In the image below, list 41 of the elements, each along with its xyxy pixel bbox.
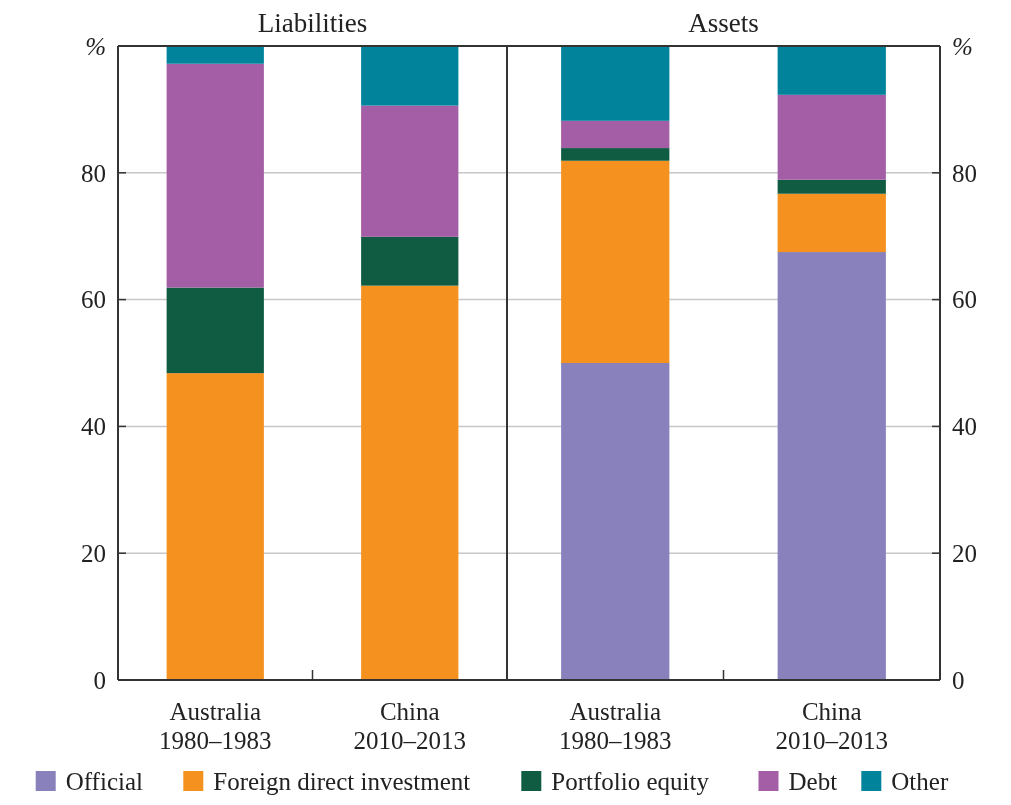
- y-tick-label: 80: [952, 159, 977, 187]
- bar: [361, 236, 459, 286]
- legend-label: Portfolio equity: [551, 768, 710, 795]
- bar: [166, 46, 264, 64]
- bar: [561, 363, 670, 680]
- bar: [561, 120, 670, 149]
- bar: [361, 105, 459, 237]
- x-tick-label: Australia 1980–1983: [559, 698, 672, 754]
- bar: [361, 285, 459, 680]
- y-tick-label: 60: [952, 286, 977, 314]
- y-tick-label: 20: [81, 539, 106, 567]
- chart-title: Liabilities: [257, 8, 368, 38]
- y-tick-label: 20: [952, 539, 977, 567]
- y-tick-label: 0: [93, 666, 106, 694]
- bar: [561, 160, 670, 363]
- bar: [166, 373, 264, 680]
- legend-label: Foreign direct investment: [213, 768, 471, 795]
- x-tick-label: China 2010–2013: [353, 698, 466, 754]
- bar: [777, 252, 886, 680]
- y-tick-label: 80: [81, 159, 106, 187]
- bar: [777, 193, 886, 253]
- y-axis-title: %: [952, 33, 973, 60]
- x-tick-label: Australia 1980–1983: [159, 698, 272, 754]
- chart-title: Assets: [688, 8, 759, 38]
- y-tick-label: 60: [81, 286, 106, 314]
- bar: [166, 287, 264, 374]
- x-tick-label: China 2010–2013: [775, 698, 888, 754]
- bar: [361, 46, 459, 106]
- bar: [166, 63, 264, 288]
- bar: [777, 179, 886, 194]
- legend-label: Official: [65, 768, 144, 795]
- legend-label: Debt: [788, 768, 838, 795]
- legend-label: Other: [891, 768, 949, 795]
- y-tick-label: 0: [952, 666, 965, 694]
- y-axis-title: %: [85, 33, 106, 60]
- bar: [777, 94, 886, 180]
- bar: [561, 148, 670, 161]
- bar: [561, 46, 670, 121]
- y-tick-label: 40: [81, 413, 106, 441]
- bar: [777, 46, 886, 95]
- y-tick-label: 40: [952, 413, 977, 441]
